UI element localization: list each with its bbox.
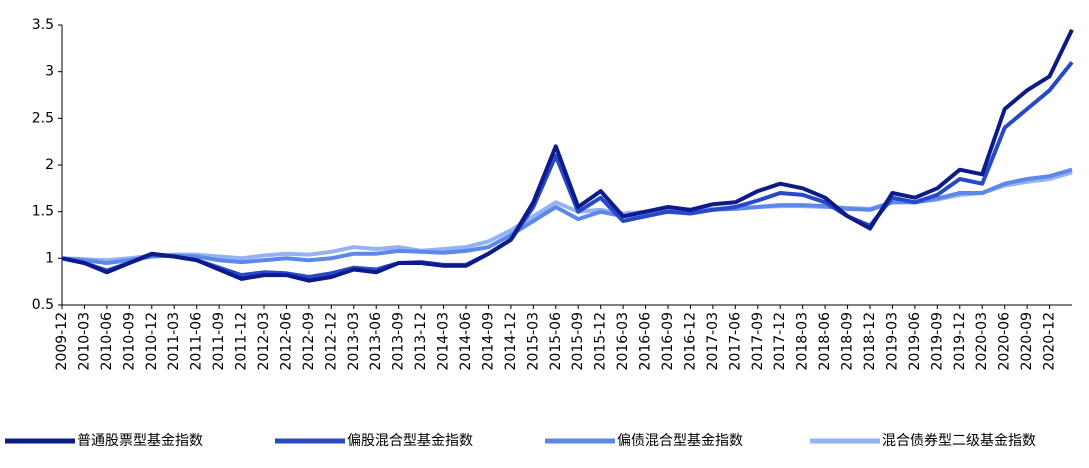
x-tick-label: 2013-09 <box>391 312 407 371</box>
x-tick-label: 2016-06 <box>638 312 654 371</box>
x-tick-label: 2020-12 <box>1042 312 1058 371</box>
y-tick-label: 1.5 <box>32 204 54 220</box>
series-line <box>61 61 1074 279</box>
x-tick-label: 2011-03 <box>166 312 182 371</box>
x-tick-label: 2019-03 <box>884 312 900 371</box>
x-tick-label: 2012-12 <box>323 312 339 371</box>
series-line <box>61 28 1074 283</box>
x-tick-label: 2017-03 <box>705 312 721 371</box>
y-tick-label: 2.5 <box>32 110 54 126</box>
x-tick-label: 2019-06 <box>907 312 923 371</box>
x-tick-label: 2014-06 <box>458 312 474 371</box>
x-tick-label: 2020-03 <box>974 312 990 371</box>
x-tick-label: 2011-09 <box>211 312 227 371</box>
y-tick-label: 0.5 <box>32 297 54 313</box>
y-tick-label: 1 <box>45 250 54 266</box>
y-tick-label: 2 <box>45 157 54 173</box>
x-tick-label: 2013-06 <box>368 312 384 371</box>
x-tick-label: 2018-09 <box>840 312 856 371</box>
x-tick-label: 2016-09 <box>660 312 676 371</box>
x-tick-label: 2012-09 <box>301 312 317 371</box>
x-tick-label: 2017-09 <box>750 312 766 371</box>
x-tick-label: 2015-06 <box>548 312 564 371</box>
legend-label: 偏股混合型基金指数 <box>347 432 473 449</box>
x-tick-label: 2014-12 <box>503 312 519 371</box>
legend-label: 偏债混合型基金指数 <box>617 432 743 449</box>
x-tick-label: 2015-09 <box>570 312 586 371</box>
y-tick-label: 3.5 <box>32 17 54 33</box>
x-tick-label: 2020-06 <box>997 312 1013 371</box>
x-tick-label: 2011-12 <box>234 312 250 371</box>
x-tick-label: 2009-12 <box>54 312 70 371</box>
x-tick-label: 2015-12 <box>593 312 609 371</box>
x-tick-label: 2010-06 <box>99 312 115 371</box>
x-tick-label: 2014-03 <box>436 312 452 371</box>
x-tick-label: 2015-03 <box>525 312 541 371</box>
x-tick-label: 2010-03 <box>76 312 92 371</box>
x-tick-label: 2016-12 <box>682 312 698 371</box>
x-tick-label: 2019-09 <box>929 312 945 371</box>
x-tick-label: 2013-03 <box>346 312 362 371</box>
x-tick-label: 2013-12 <box>413 312 429 371</box>
legend-label: 普通股票型基金指数 <box>77 432 203 449</box>
x-tick-label: 2018-06 <box>817 312 833 371</box>
x-tick-label: 2012-06 <box>278 312 294 371</box>
x-tick-label: 2020-09 <box>1019 312 1035 371</box>
x-tick-label: 2010-09 <box>121 312 137 371</box>
y-tick-label: 3 <box>45 64 54 80</box>
x-tick-label: 2018-12 <box>862 312 878 371</box>
x-tick-label: 2017-06 <box>727 312 743 371</box>
x-tick-label: 2010-12 <box>144 312 160 371</box>
legend-label: 混合债券型二级基金指数 <box>882 432 1036 449</box>
x-tick-label: 2018-03 <box>795 312 811 371</box>
series-line <box>61 167 1073 265</box>
x-tick-label: 2014-09 <box>480 312 496 371</box>
x-tick-label: 2017-12 <box>772 312 788 371</box>
x-tick-label: 2019-12 <box>952 312 968 371</box>
x-tick-label: 2011-06 <box>189 312 205 371</box>
x-tick-label: 2016-03 <box>615 312 631 371</box>
x-tick-label: 2012-03 <box>256 312 272 371</box>
